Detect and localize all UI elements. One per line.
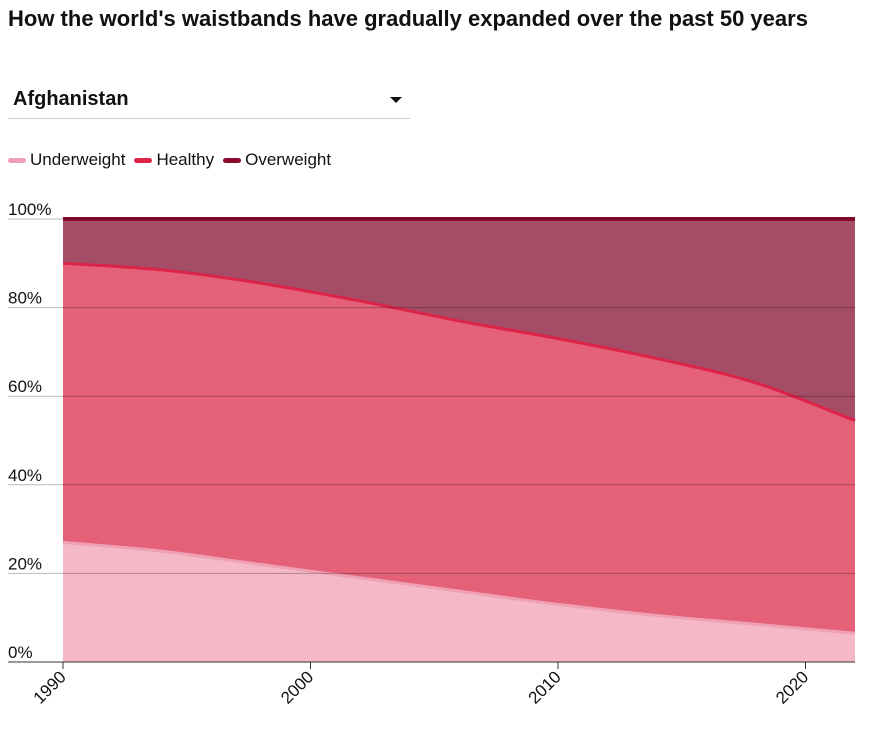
legend-swatch-healthy (134, 157, 153, 163)
y-tick-label: 60% (8, 377, 42, 396)
legend-label-underweight: Underweight (30, 150, 126, 169)
x-tick-label: 2010 (525, 667, 565, 707)
country-dropdown[interactable]: Afghanistan (8, 86, 410, 119)
chevron-down-icon (390, 97, 402, 103)
legend-item-healthy[interactable]: Healthy (134, 150, 214, 170)
area-underweight (63, 542, 855, 662)
line-underweight (62, 540, 856, 635)
chart-title: How the world's waistbands have graduall… (8, 6, 808, 31)
legend-item-overweight[interactable]: Overweight (223, 150, 331, 170)
legend-swatch-underweight (8, 157, 26, 163)
legend-item-underweight[interactable]: Underweight (8, 150, 125, 170)
y-tick-label: 80% (8, 289, 42, 308)
legend: Underweight Healthy Overweight (8, 150, 340, 170)
x-tick-label: 2020 (772, 667, 812, 707)
y-tick-label: 0% (8, 643, 33, 662)
area-healthy (63, 263, 855, 634)
line-healthy (62, 261, 856, 422)
x-tick-label: 2000 (277, 667, 317, 707)
legend-label-overweight: Overweight (245, 150, 332, 169)
y-tick-label: 40% (8, 466, 42, 485)
y-tick-label: 100% (8, 200, 51, 219)
legend-label-healthy: Healthy (156, 150, 215, 169)
country-dropdown-value: Afghanistan (13, 88, 129, 110)
x-tick-label: 1990 (30, 667, 70, 707)
legend-swatch-overweight (223, 157, 242, 163)
y-tick-label: 20% (8, 554, 42, 573)
